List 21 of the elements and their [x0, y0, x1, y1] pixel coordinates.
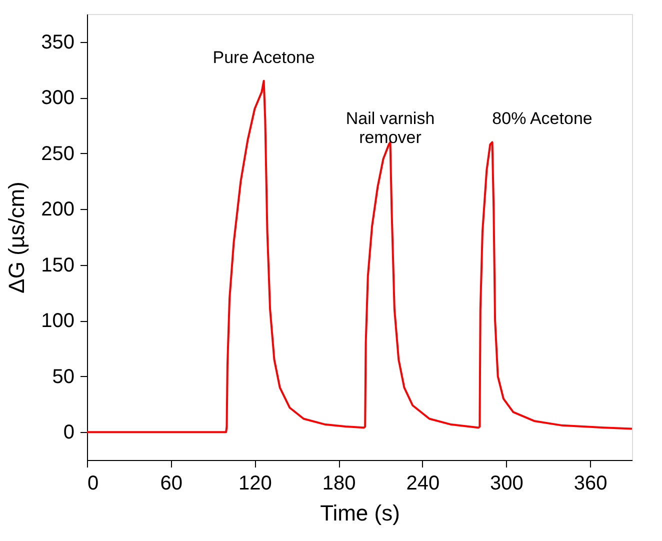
- x-tick-label: 60: [160, 472, 182, 494]
- x-tick-label: 360: [574, 472, 608, 494]
- annotation: Nail varnish remover: [346, 109, 435, 148]
- annotation: Pure Acetone: [212, 48, 315, 67]
- y-tick-label: 0: [63, 422, 74, 444]
- x-tick-label: 120: [238, 472, 272, 494]
- x-tick-label: 300: [490, 472, 524, 494]
- y-axis-title: ΔG (µs/cm): [4, 182, 30, 294]
- y-tick-label: 250: [41, 142, 74, 165]
- y-tick-label: 350: [41, 31, 74, 54]
- y-tick-label: 200: [41, 198, 74, 221]
- x-axis-title: Time (s): [320, 500, 400, 526]
- line-series: [86, 80, 633, 434]
- y-tick-label: 150: [41, 254, 74, 276]
- x-tick-label: 0: [88, 472, 99, 494]
- y-tick-label: 100: [41, 310, 74, 332]
- x-tick-label: 180: [322, 472, 356, 494]
- y-tick-label: 300: [41, 87, 74, 110]
- annotation: 80% Acetone: [492, 109, 592, 128]
- x-tick-label: 240: [406, 472, 440, 494]
- y-tick-label: 50: [52, 366, 74, 388]
